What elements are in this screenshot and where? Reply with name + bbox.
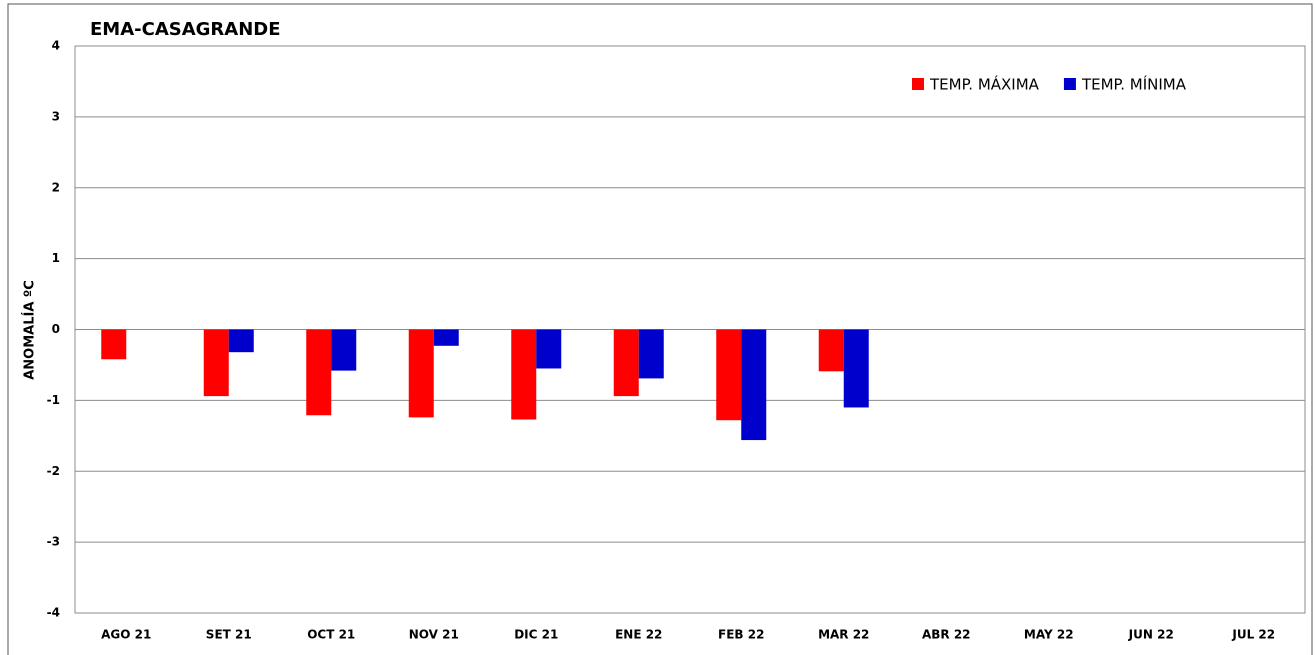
bar [638, 329, 664, 379]
y-tick-label: 2 [52, 180, 60, 194]
x-tick-label: MAR 22 [818, 628, 869, 642]
y-tick-label: 3 [52, 109, 60, 123]
chart-frame [7, 3, 1313, 655]
y-tick-label: -3 [47, 535, 60, 549]
bar [306, 329, 332, 416]
x-tick-label: NOV 21 [409, 628, 459, 642]
x-tick-label: SET 21 [206, 628, 252, 642]
bar [536, 329, 562, 369]
y-axis-label: ANOMALÍA ºC [22, 280, 38, 380]
y-tick-label: -1 [47, 393, 60, 407]
x-tick-label: FEB 22 [718, 628, 764, 642]
legend-swatch [1063, 78, 1076, 90]
y-tick-label: -4 [47, 606, 60, 620]
x-tick-label: JUL 22 [1231, 628, 1275, 642]
y-tick-label: -2 [47, 464, 60, 478]
bar [511, 329, 537, 420]
x-tick-label: JUN 22 [1128, 628, 1174, 642]
bar [716, 329, 742, 421]
x-tick-label: ABR 22 [922, 628, 971, 642]
bar [818, 329, 844, 372]
bar [101, 329, 127, 360]
legend-label: TEMP. MÁXIMA [929, 75, 1040, 94]
bar [843, 329, 869, 408]
bar [613, 329, 639, 397]
chart-title: EMA-CASAGRANDE [90, 19, 281, 40]
bar [433, 329, 459, 346]
bar [228, 329, 254, 353]
legend-swatch [912, 78, 924, 90]
bar [331, 329, 357, 371]
x-tick-label: AGO 21 [101, 628, 151, 642]
x-tick-label: DIC 21 [514, 628, 558, 642]
x-tick-label: ENE 22 [615, 628, 662, 642]
bar [408, 329, 434, 418]
legend-label: TEMP. MÍNIMA [1081, 75, 1187, 94]
y-tick-label: 1 [52, 251, 60, 265]
y-tick-label: 4 [52, 39, 60, 53]
bar [741, 329, 767, 441]
y-tick-label: 0 [52, 322, 60, 336]
x-tick-label: MAY 22 [1024, 628, 1074, 642]
bar [203, 329, 229, 397]
x-tick-label: OCT 21 [307, 628, 355, 642]
